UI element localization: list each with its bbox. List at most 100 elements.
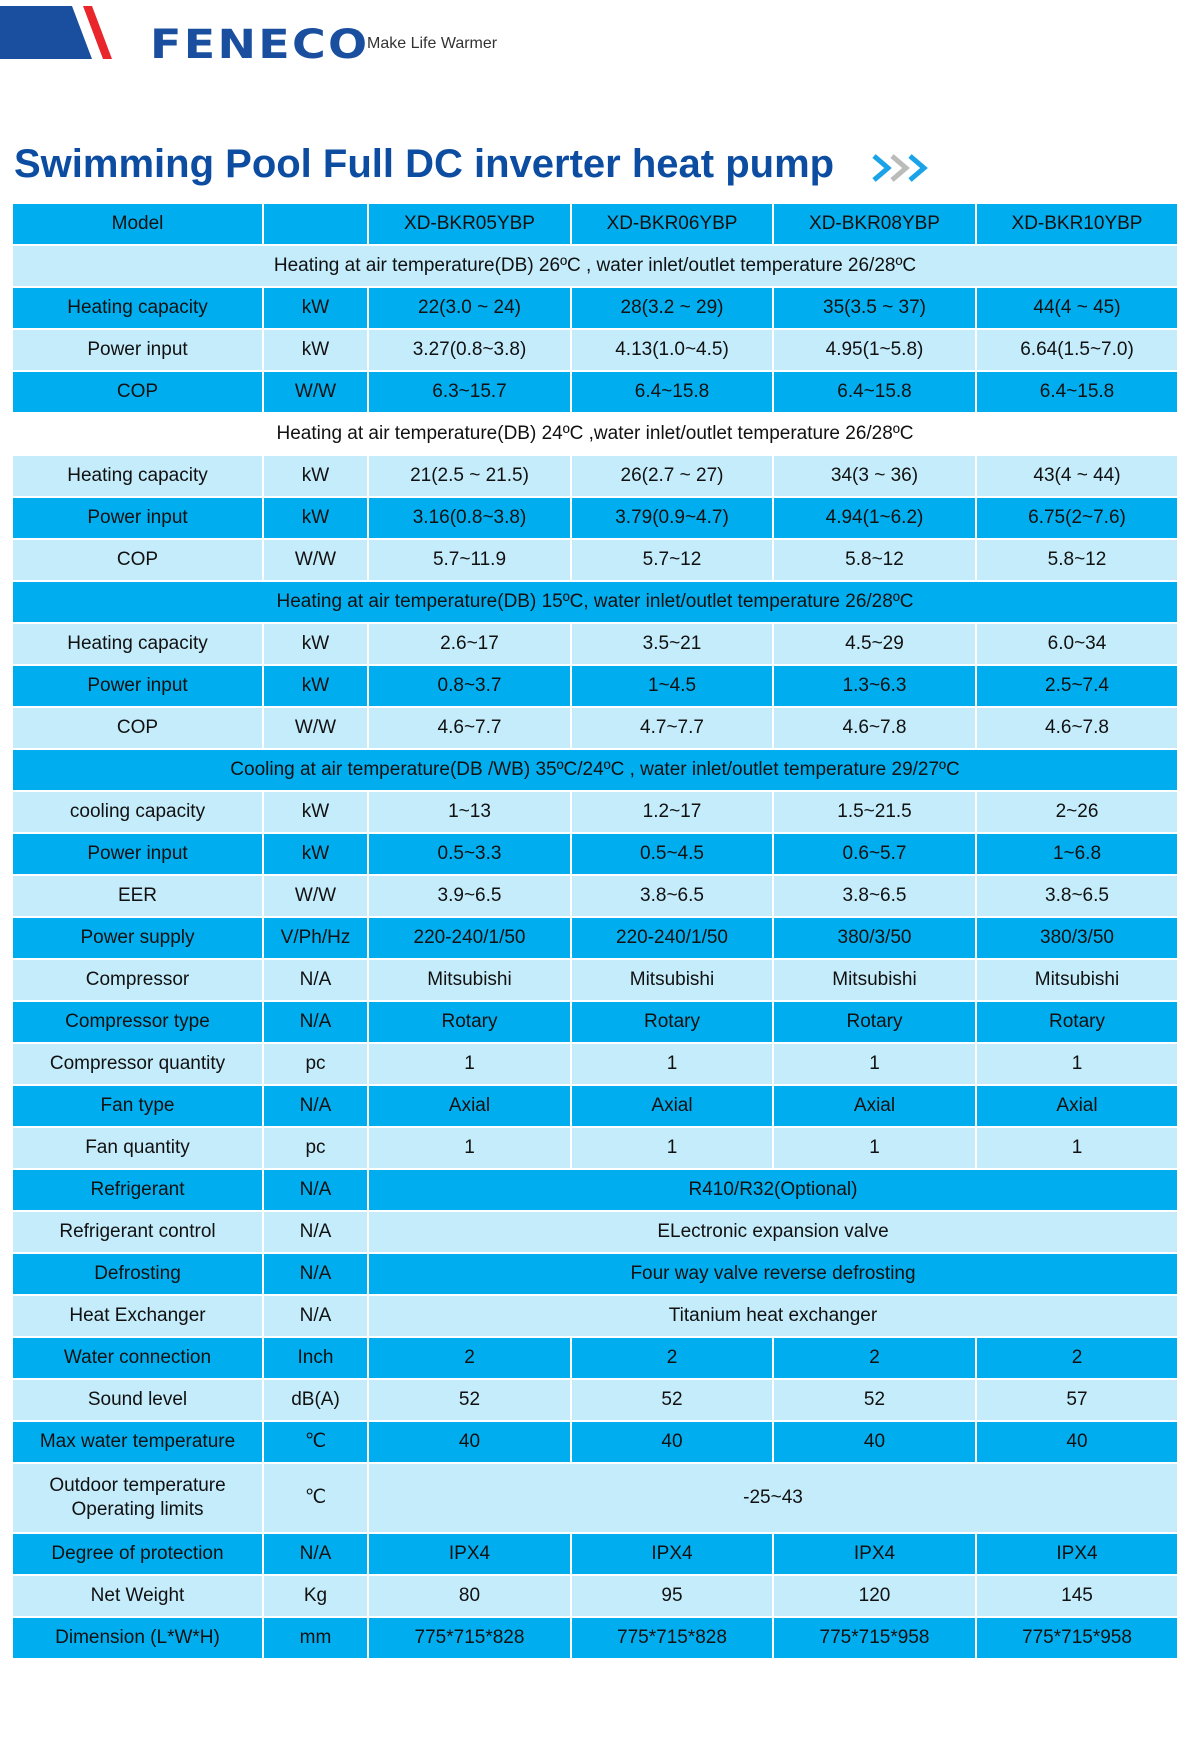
value-cell: 28(3.2 ~ 29) [570,286,774,330]
row-label: Compressor quantity [11,1042,264,1086]
row-label: Power input [11,832,264,876]
row-label: Degree of protection [11,1532,264,1576]
value-cell: 1.3~6.3 [772,664,977,708]
unit-cell: kW [262,454,369,498]
unit-cell: dB(A) [262,1378,369,1422]
unit-cell: W/W [262,538,369,582]
unit-cell: ℃ [262,1420,369,1464]
row-label: Fan type [11,1084,264,1128]
unit-cell: pc [262,1042,369,1086]
table-row: Power input kW 3.16(0.8~3.8) 3.79(0.9~4.7) 4… [11,496,1179,540]
row-label: Dimension (L*W*H) [11,1616,264,1660]
unit-cell: ℃ [262,1462,369,1534]
value-cell: 0.5~3.3 [367,832,572,876]
value-cell: 145 [975,1574,1179,1618]
value-cell: 775*715*828 [367,1616,572,1660]
value-cell: 0.6~5.7 [772,832,977,876]
row-label: Heating capacity [11,454,264,498]
table-row: COP W/W 5.7~11.9 5.7~12 5.8~12 5.8~12 [11,538,1179,582]
value-cell: 4.6~7.8 [975,706,1179,750]
table-row: Power input kW 0.8~3.7 1~4.5 1.3~6.3 2.5~7.4 [11,664,1179,708]
value-cell: 775*715*958 [975,1616,1179,1660]
table-row: Heating capacity kW 2.6~17 3.5~21 4.5~29 6.0~… [11,622,1179,666]
row-label: Net Weight [11,1574,264,1618]
value-cell: 44(4 ~ 45) [975,286,1179,330]
value-cell: 4.6~7.8 [772,706,977,750]
value-cell: 220-240/1/50 [570,916,774,960]
row-label: EER [11,874,264,918]
row-label: Outdoor temperature Operating limits [11,1462,264,1534]
value-cell: 40 [975,1420,1179,1464]
unit-cell [262,202,369,246]
value-cell: 3.8~6.5 [975,874,1179,918]
table-row: COP W/W 6.3~15.7 6.4~15.8 6.4~15.8 6.4~15.8 [11,370,1179,414]
value-cell: 40 [367,1420,572,1464]
unit-cell: N/A [262,1084,369,1128]
value-cell: 2.5~7.4 [975,664,1179,708]
table-row: Sound level dB(A) 52 52 52 57 [11,1378,1179,1422]
value-cell: Rotary [570,1000,774,1044]
table-row: Refrigerant control N/A ELectronic expansi… [11,1210,1179,1254]
value-cell: 95 [570,1574,774,1618]
unit-cell: V/Ph/Hz [262,916,369,960]
table-row: Fan quantity pc 1 1 1 1 [11,1126,1179,1170]
value-cell: 1.2~17 [570,790,774,834]
value-cell: 80 [367,1574,572,1618]
spec-table: Model XD-BKR05YBP XD-BKR06YBP XD-BKR08YBP XD… [11,202,1179,1660]
value-cell: 0.8~3.7 [367,664,572,708]
value-cell: ELectronic expansion valve [367,1210,1179,1254]
table-row: Heating capacity kW 22(3.0 ~ 24) 28(3.2 ~ 2… [11,286,1179,330]
unit-cell: mm [262,1616,369,1660]
section-title: Heating at air temperature(DB) 24ºC ,wat… [11,412,1179,456]
value-cell: 120 [772,1574,977,1618]
value-cell: 1 [772,1042,977,1086]
value-cell: XD-BKR06YBP [570,202,774,246]
table-row: COP W/W 4.6~7.7 4.7~7.7 4.6~7.8 4.6~7.8 [11,706,1179,750]
value-cell: 43(4 ~ 44) [975,454,1179,498]
value-cell: 26(2.7 ~ 27) [570,454,774,498]
section-header-row: Heating at air temperature(DB) 24ºC ,wat… [11,412,1179,456]
table-row: Degree of protection N/A IPX4 IPX4 IPX4 IPX4 [11,1532,1179,1576]
value-cell: 3.9~6.5 [367,874,572,918]
value-cell: 220-240/1/50 [367,916,572,960]
value-cell: Rotary [367,1000,572,1044]
value-cell: 57 [975,1378,1179,1422]
row-label: Fan quantity [11,1126,264,1170]
unit-cell: pc [262,1126,369,1170]
table-row: Outdoor temperature Operating limits ℃ -25… [11,1462,1179,1534]
table-row: Max water temperature ℃ 40 40 40 40 [11,1420,1179,1464]
table-row: Model XD-BKR05YBP XD-BKR06YBP XD-BKR08YBP XD… [11,202,1179,246]
unit-cell: Kg [262,1574,369,1618]
value-cell: 4.7~7.7 [570,706,774,750]
value-cell: 6.64(1.5~7.0) [975,328,1179,372]
table-row: Power input kW 3.27(0.8~3.8) 4.13(1.0~4.5) 4… [11,328,1179,372]
value-cell: 5.7~12 [570,538,774,582]
unit-cell: kW [262,790,369,834]
row-label: Power input [11,664,264,708]
value-cell: 1 [975,1042,1179,1086]
value-cell: 2.6~17 [367,622,572,666]
value-cell: 3.8~6.5 [772,874,977,918]
section-title: Heating at air temperature(DB) 26ºC , wa… [11,244,1179,288]
table-row: Heating capacity kW 21(2.5 ~ 21.5) 26(2.7 ~… [11,454,1179,498]
section-title: Heating at air temperature(DB) 15ºC, wat… [11,580,1179,624]
page-title: Swimming Pool Full DC inverter heat pump [14,142,835,186]
value-cell: 21(2.5 ~ 21.5) [367,454,572,498]
unit-cell: N/A [262,1000,369,1044]
value-cell: 1~4.5 [570,664,774,708]
value-cell: 4.95(1~5.8) [772,328,977,372]
value-cell: 4.94(1~6.2) [772,496,977,540]
table-row: Net Weight Kg 80 95 120 145 [11,1574,1179,1618]
value-cell: 4.5~29 [772,622,977,666]
section-title: Cooling at air temperature(DB /WB) 35ºC/… [11,748,1179,792]
logo-stripes-icon [0,6,112,59]
value-cell: 1 [367,1126,572,1170]
value-cell: 380/3/50 [772,916,977,960]
value-cell: Rotary [975,1000,1179,1044]
value-cell: -25~43 [367,1462,1179,1534]
value-cell: 52 [772,1378,977,1422]
brand-name: FENECO [150,22,370,68]
value-cell: 2 [772,1336,977,1380]
row-label: Refrigerant [11,1168,264,1212]
table-row: Defrosting N/A Four way valve reverse defr… [11,1252,1179,1296]
